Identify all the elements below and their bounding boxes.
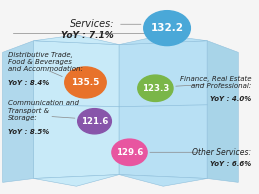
Polygon shape <box>119 41 207 178</box>
Text: 123.3: 123.3 <box>142 84 169 93</box>
Text: Communication and
Transport &
Storage:: Communication and Transport & Storage: <box>8 100 79 121</box>
Polygon shape <box>207 41 238 182</box>
Circle shape <box>144 11 190 46</box>
Text: YoY : 8.5%: YoY : 8.5% <box>8 129 49 135</box>
Text: YoY : 4.0%: YoY : 4.0% <box>210 96 251 102</box>
Polygon shape <box>119 35 207 45</box>
Text: YoY : 7.1%: YoY : 7.1% <box>61 31 114 40</box>
Polygon shape <box>34 175 119 186</box>
Text: Distributive Trade,
Food & Beverages
and Accommodation:: Distributive Trade, Food & Beverages and… <box>8 52 83 72</box>
Text: Services:: Services: <box>69 19 114 29</box>
Text: 135.5: 135.5 <box>71 78 100 87</box>
Text: 121.6: 121.6 <box>81 117 108 126</box>
Circle shape <box>65 67 106 98</box>
Text: Other Services:: Other Services: <box>192 148 251 157</box>
Polygon shape <box>34 35 119 45</box>
Text: 132.2: 132.2 <box>150 23 184 33</box>
Polygon shape <box>34 41 119 178</box>
Polygon shape <box>3 41 34 182</box>
Text: Finance, Real Estate
and Professional:: Finance, Real Estate and Professional: <box>180 76 251 89</box>
Text: YoY : 8.4%: YoY : 8.4% <box>8 81 49 86</box>
Circle shape <box>138 75 173 101</box>
Circle shape <box>112 139 147 165</box>
Text: YoY : 6.6%: YoY : 6.6% <box>210 161 251 167</box>
Circle shape <box>78 109 111 134</box>
Text: 129.6: 129.6 <box>116 148 143 157</box>
Polygon shape <box>119 175 207 186</box>
